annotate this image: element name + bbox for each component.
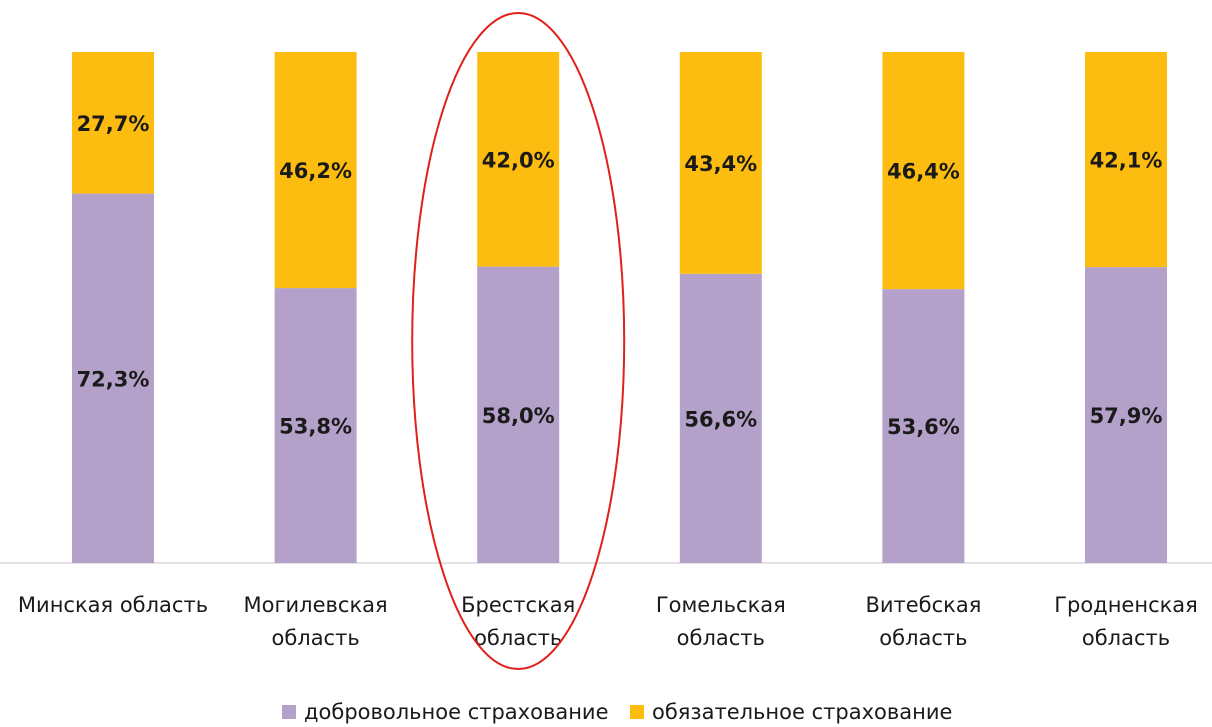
bar-segment-voluntary xyxy=(477,266,560,563)
bar-segment-voluntary xyxy=(274,288,357,563)
bar-labels-group: 72,3% 27,7% 53,8% 46,2% 58,0% 42,0% 56,6% 43,4%… xyxy=(77,112,1163,439)
bar-segment-mandatory xyxy=(72,52,154,194)
legend: добровольное страхование обязательное ст… xyxy=(0,700,1212,726)
legend-label-mandatory: обязательное страхование xyxy=(652,700,953,724)
bar-segment-mandatory xyxy=(1085,52,1167,268)
category-labels-group: Минская область Могилевская область Брестск… xyxy=(18,593,1198,650)
bar-segment-voluntary xyxy=(1085,267,1167,563)
category-label: Могилевская xyxy=(244,593,388,617)
category-label: Брестская xyxy=(461,593,575,617)
category-label: область xyxy=(474,626,562,650)
category-label: область xyxy=(271,626,359,650)
bar-segment-voluntary xyxy=(72,193,154,563)
category-label: Гомельская xyxy=(656,593,786,617)
data-label-voluntary: 56,6% xyxy=(684,407,757,431)
legend-item-mandatory: обязательное страхование xyxy=(630,700,952,724)
category-label: Витебская xyxy=(865,593,981,617)
legend-swatch-mandatory xyxy=(630,705,644,719)
data-label-voluntary: 53,8% xyxy=(279,415,352,439)
data-label-mandatory: 46,4% xyxy=(887,160,960,184)
bars-group xyxy=(72,52,1167,563)
data-label-mandatory: 27,7% xyxy=(77,112,150,136)
data-label-mandatory: 42,1% xyxy=(1090,149,1163,173)
bar-segment-voluntary xyxy=(882,289,965,563)
highlight-ellipse xyxy=(411,12,626,670)
data-label-voluntary: 57,9% xyxy=(1090,404,1163,428)
bar-segment-voluntary xyxy=(679,273,762,563)
data-label-mandatory: 42,0% xyxy=(482,148,555,172)
data-label-voluntary: 53,6% xyxy=(887,415,960,439)
legend-label-voluntary: добровольное страхование xyxy=(304,700,609,724)
bar-segment-mandatory xyxy=(274,52,357,289)
bar-segment-mandatory xyxy=(477,52,560,267)
data-label-mandatory: 46,2% xyxy=(279,159,352,183)
legend-item-voluntary: добровольное страхование xyxy=(282,700,609,724)
category-label: область xyxy=(1082,626,1170,650)
data-label-mandatory: 43,4% xyxy=(684,152,757,176)
bar-segment-mandatory xyxy=(882,52,965,290)
legend-swatch-voluntary xyxy=(282,705,296,719)
category-label: Минская область xyxy=(18,593,208,617)
category-label: область xyxy=(677,626,765,650)
data-label-voluntary: 72,3% xyxy=(77,367,150,391)
data-label-voluntary: 58,0% xyxy=(482,404,555,428)
category-label: Гродненская xyxy=(1054,593,1198,617)
category-label: область xyxy=(879,626,967,650)
bar-segment-mandatory xyxy=(679,52,762,274)
